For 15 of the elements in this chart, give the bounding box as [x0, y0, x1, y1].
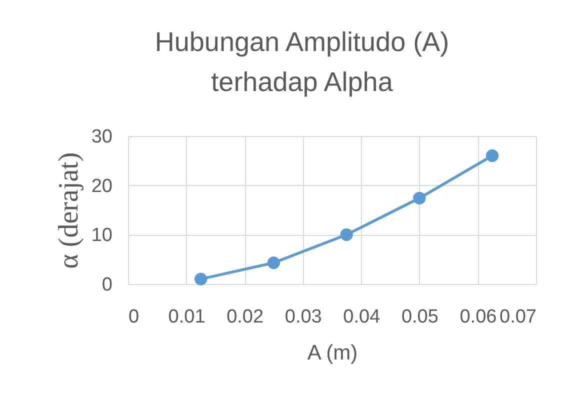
chart-title: Hubungan Amplitudo (A) terhadap Alpha: [154, 27, 450, 97]
x-tick-label: 0.07: [500, 306, 536, 328]
y-axis-title: α (derajat): [53, 152, 84, 269]
x-axis-title: A (m): [307, 342, 358, 364]
y-tick-label: 30: [91, 126, 112, 148]
y-tick-label: 10: [91, 225, 112, 246]
x-tick-label: 0.01: [168, 306, 206, 328]
x-tick-label: 0.02: [226, 306, 264, 328]
x-tick-label: 0.06: [460, 306, 497, 328]
y-tick-label: 0: [102, 274, 112, 296]
x-tick-label: 0: [128, 306, 140, 328]
x-tick-label: 0.03: [284, 306, 322, 328]
x-tick-label: 0.05: [401, 306, 438, 328]
x-tick-label: 0.04: [343, 306, 381, 328]
y-tick-label: 20: [91, 176, 112, 197]
